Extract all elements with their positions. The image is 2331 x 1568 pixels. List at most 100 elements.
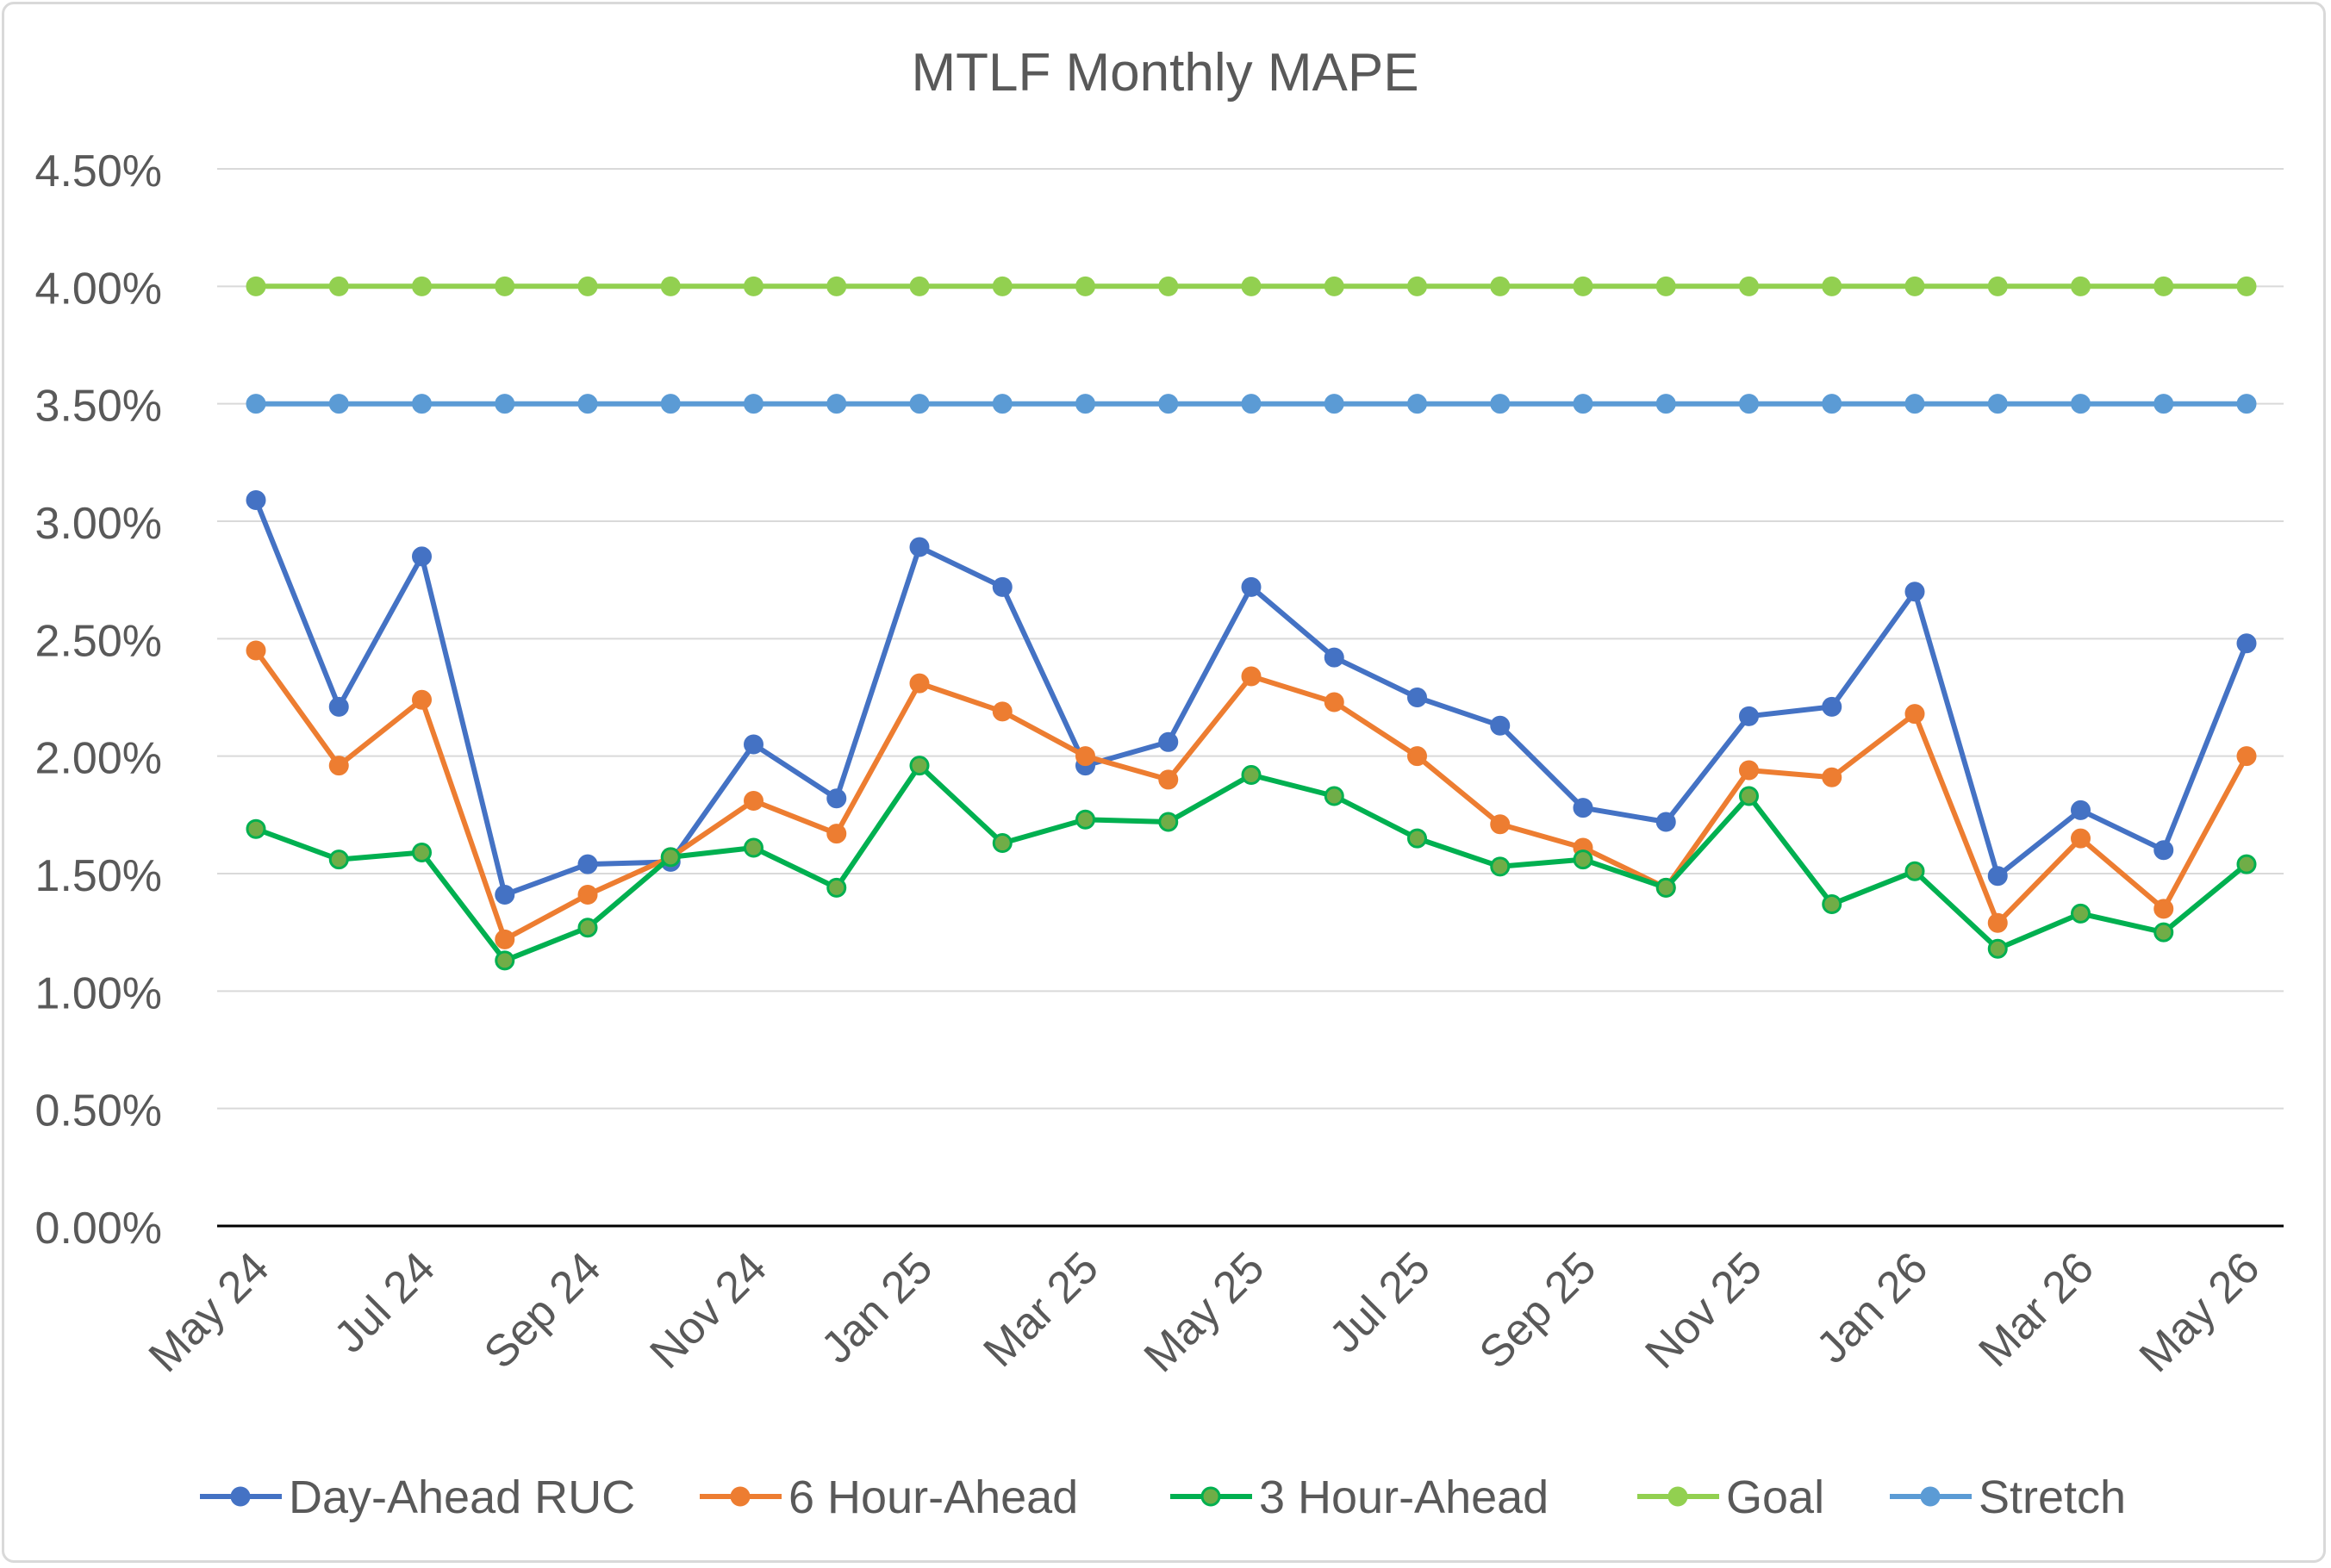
legend-label: Day-Ahead RUC (289, 1472, 635, 1523)
series-line (253, 648, 2249, 943)
data-point (495, 950, 515, 971)
y-tick-label: 1.50% (35, 851, 162, 901)
data-point (2236, 854, 2257, 874)
data-point (1075, 276, 1095, 296)
data-point (1739, 394, 1759, 414)
data-point (1822, 696, 1842, 717)
series-day-ahead-ruc (246, 489, 2257, 905)
x-tick-label: Jan 25 (812, 1242, 942, 1372)
data-point (992, 394, 1013, 414)
data-point (1407, 688, 1427, 707)
y-tick-label: 1.00% (35, 968, 162, 1018)
data-point (2236, 276, 2257, 296)
data-point (2071, 800, 2091, 820)
data-point (1904, 394, 1925, 414)
legend: Day-Ahead RUC 6 Hour-Ahead 3 Hour-Ahead Goa… (200, 1472, 2126, 1523)
x-tick-label: Nov 25 (1636, 1242, 1772, 1378)
series-3-hour-ahead (246, 756, 2257, 971)
data-point (1987, 912, 2008, 933)
y-tick-label: 2.00% (35, 734, 162, 784)
data-point (2153, 922, 2174, 943)
data-point (1739, 760, 1759, 781)
legend-item: Day-Ahead RUC (200, 1472, 635, 1523)
data-point (2153, 276, 2174, 296)
data-point (992, 576, 1013, 597)
data-point (1987, 394, 2008, 414)
data-point (826, 276, 847, 296)
data-point (1904, 861, 1925, 881)
data-point (826, 877, 847, 898)
data-point (412, 842, 432, 862)
data-point (1158, 731, 1179, 752)
legend-label: Goal (1726, 1472, 1824, 1523)
data-point (1241, 764, 1262, 785)
data-point (1904, 276, 1925, 296)
chart-title: MTLF Monthly MAPE (911, 43, 1418, 103)
data-point (2236, 746, 2257, 767)
series-line (253, 497, 2249, 898)
series-goal (246, 276, 2257, 296)
data-point (2236, 394, 2257, 414)
data-point (1324, 276, 1344, 296)
data-point (1407, 276, 1427, 296)
data-point (328, 394, 349, 414)
data-point (826, 824, 847, 844)
data-point (1655, 877, 1676, 898)
y-tick-label: 2.50% (35, 616, 162, 666)
x-tick-label: Mar 25 (975, 1242, 1108, 1376)
data-point (1490, 814, 1511, 835)
y-tick-label: 3.50% (35, 382, 162, 432)
x-tick-label: Jul 25 (1320, 1242, 1440, 1362)
data-point (1739, 786, 1759, 806)
data-point (826, 788, 847, 809)
data-point (1324, 394, 1344, 414)
data-point (2153, 899, 2174, 919)
data-point (1158, 394, 1179, 414)
x-tick-label: Sep 25 (1470, 1242, 1606, 1378)
data-point (1158, 276, 1179, 296)
data-point (1324, 647, 1344, 668)
x-tick-label: Mar 26 (1970, 1242, 2104, 1376)
y-tick-label: 0.00% (35, 1204, 162, 1254)
x-tick-label: May 25 (1135, 1242, 1275, 1382)
data-point (1573, 849, 1593, 870)
data-point (1573, 394, 1593, 414)
data-point (328, 756, 349, 776)
data-point (412, 546, 432, 567)
data-point (1655, 276, 1676, 296)
data-point (660, 847, 681, 868)
data-point (909, 756, 930, 776)
data-point (1490, 276, 1511, 296)
data-point (1407, 746, 1427, 767)
y-tick-label: 0.50% (35, 1086, 162, 1136)
legend-item: 6 Hour-Ahead (700, 1472, 1078, 1523)
data-point (1655, 394, 1676, 414)
y-tick-label: 3.00% (35, 499, 162, 549)
x-axis-tick-labels: May 24 Jul 24 Sep 24 Nov 24 Jan 25 Mar 25 May … (140, 1242, 2270, 1382)
data-point (909, 673, 930, 694)
legend-label: 3 Hour-Ahead (1259, 1472, 1549, 1523)
data-point (577, 918, 598, 938)
data-point (744, 276, 763, 296)
x-tick-label: Jul 24 (325, 1242, 445, 1362)
series-lines (246, 276, 2257, 971)
legend-swatch-marker (1667, 1486, 1688, 1507)
data-point (495, 885, 515, 905)
data-point (412, 276, 432, 296)
legend-item: 3 Hour-Ahead (1170, 1472, 1549, 1523)
legend-item: Goal (1637, 1472, 1824, 1523)
data-point (246, 489, 266, 510)
data-point (246, 640, 266, 661)
legend-item: Stretch (1890, 1472, 2126, 1523)
data-point (2153, 394, 2174, 414)
x-tick-label: May 24 (140, 1242, 279, 1382)
data-point (246, 818, 266, 839)
data-point (1904, 582, 1925, 602)
data-point (328, 696, 349, 717)
x-tick-label: Nov 24 (640, 1242, 776, 1378)
data-point (992, 833, 1013, 854)
data-point (1822, 767, 1842, 787)
x-tick-label: Jan 26 (1807, 1242, 1937, 1372)
data-point (1075, 394, 1095, 414)
data-point (1987, 938, 2008, 959)
